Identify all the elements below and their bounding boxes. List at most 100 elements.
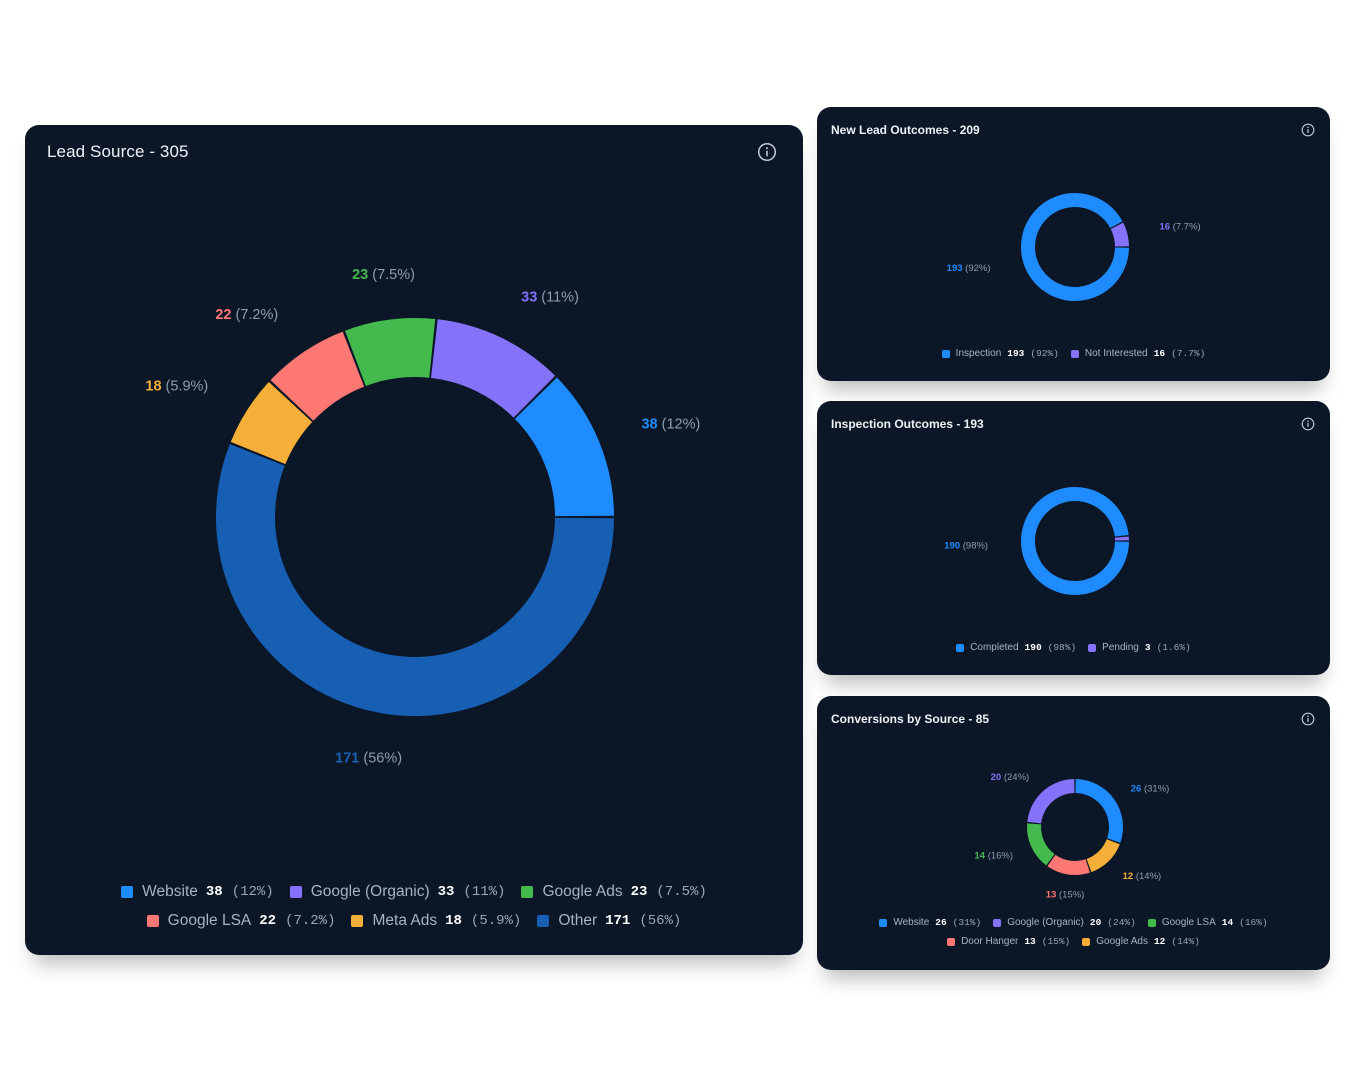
legend-swatch [121,885,134,898]
legend-item-door-hanger[interactable]: Door Hanger 13 (15%) [947,936,1070,947]
legend-value: 16 [1153,348,1166,359]
data-label-not-interested: 16 (7.7%) [1159,222,1200,233]
legend-item-not-interested[interactable]: Not Interested 16 (7.7%) [1070,348,1206,359]
slice-other[interactable] [215,444,614,716]
data-label-inspection: 193 (92%) [947,263,991,274]
info-icon[interactable] [1301,123,1315,137]
legend-percent: (5.9%) [470,912,522,929]
legend-item-inspection[interactable]: Inspection 193 (92%) [941,348,1059,359]
slice-inspection[interactable] [1021,193,1129,302]
legend-percent: (56%) [639,912,682,929]
data-label-completed: 190 (98%) [944,541,988,552]
donut-chart: 26 (31%) 12 (14%) 13 (15%) 14 (16%) 20 (24%) [974,772,1170,901]
legend-value: 20 [1089,917,1102,928]
legend-value: 190 [1024,642,1042,653]
card-title: Lead Source - 305 [47,142,189,161]
legend-percent: (15%) [1041,936,1071,947]
data-label-website: 26 (31%) [1131,783,1170,794]
legend-item-google-organic[interactable]: Google (Organic) 20 (24%) [993,917,1136,928]
data-label-website: 38 (12%) [641,417,700,433]
slice-google-organic[interactable] [430,319,556,418]
legend-percent: (11%) [463,883,506,900]
legend-item-website[interactable]: Website 26 (31%) [879,917,981,928]
data-label-google-ads: 12 (14%) [1123,871,1162,882]
legend-item-google-ads[interactable]: Google Ads 23 (7.5%) [521,883,707,901]
data-label-google-ads: 23 (7.5%) [352,267,415,283]
legend-percent: (12%) [231,883,274,900]
slice-google-ads[interactable] [345,318,436,386]
legend-item-google-lsa[interactable]: Google LSA 14 (16%) [1147,917,1268,928]
info-icon[interactable] [757,142,777,162]
legend-percent: (7.7%) [1171,348,1206,359]
legend-swatch [1147,918,1156,927]
legend-percent: (14%) [1171,936,1200,947]
slice-google-lsa[interactable] [1027,823,1055,866]
legend-label: Not Interested [1084,348,1148,359]
data-label-google-lsa: 22 (7.2%) [215,307,278,323]
legend-label: Google LSA [167,911,252,929]
info-icon[interactable] [1301,417,1315,431]
legend-item-other[interactable]: Other 171 (56%) [537,912,681,930]
legend-item-website[interactable]: Website 38 (12%) [121,883,274,901]
legend-swatch [947,937,956,946]
legend-swatch [521,885,534,898]
slice-website[interactable] [514,377,614,517]
slice-not-interested[interactable] [1110,222,1129,247]
legend-item-google-ads[interactable]: Google Ads 12 (14%) [1082,936,1200,947]
legend-swatch [993,918,1002,927]
legend-row: Website 38 (12%) Google (Organic) 33 (11%) Goo… [25,877,803,906]
legend-swatch [146,914,159,927]
legend-percent: (31%) [952,917,982,928]
info-icon[interactable] [1301,712,1315,726]
legend-row: Completed 190 (98%) Pending 3 (1.6%) [817,638,1330,657]
data-label-other: 171 (56%) [335,751,402,767]
legend-percent: (98%) [1047,642,1077,653]
data-label-google-organic: 20 (24%) [991,772,1030,783]
donut-chart: 193 (92%) 16 (7.7%) [947,193,1201,302]
legend-value: 23 [630,883,648,900]
legend-item-google-lsa[interactable]: Google LSA 22 (7.2%) [146,911,335,930]
slice-website[interactable] [1075,779,1123,843]
legend-value: 13 [1024,936,1036,947]
legend-label: Pending [1102,642,1139,653]
legend-row: Door Hanger 13 (15%) Google Ads 12 (14%) [817,932,1330,951]
new-lead-outcomes-card: New Lead Outcomes - 209 193 (92%) 16 (7.7… [817,107,1330,381]
donut-chart: 190 (98%) [944,487,1129,596]
data-label-google-lsa: 14 (16%) [974,850,1013,861]
legend-value: 18 [445,912,462,929]
legend-row: Google LSA 22 (7.2%) Meta Ads 18 (5.9%) Other 1… [25,906,803,935]
chart-legend: Completed 190 (98%) Pending 3 (1.6%) [817,638,1330,657]
slice-meta-ads[interactable] [230,381,313,465]
legend-value: 171 [605,912,631,929]
card-title: Conversions by Source - 85 [831,712,990,726]
slice-completed[interactable] [1021,487,1129,596]
legend-item-google-organic[interactable]: Google (Organic) 33 (11%) [289,883,506,901]
legend-swatch [941,349,950,358]
legend-label: Completed [970,642,1019,653]
legend-percent: (16%) [1239,917,1268,928]
legend-swatch [1070,349,1079,358]
data-label-meta-ads: 18 (5.9%) [145,379,208,395]
legend-row: Inspection 193 (92%) Not Interested 16 (7.7%) [817,344,1330,363]
legend-label: Google LSA [1161,917,1216,928]
slice-google-organic[interactable] [1027,779,1075,824]
chart-legend: Website 38 (12%) Google (Organic) 33 (11%) Goo… [25,877,803,935]
slice-door-hanger[interactable] [1047,854,1090,875]
data-label-google-organic: 33 (11%) [521,289,579,305]
card-title: Inspection Outcomes - 193 [831,417,984,431]
legend-value: 12 [1153,936,1166,947]
legend-percent: (1.6%) [1156,642,1191,653]
legend-label: Meta Ads [372,911,438,929]
slice-pending[interactable] [1114,536,1129,541]
slice-google-ads[interactable] [1086,839,1120,873]
legend-value: 14 [1221,917,1234,928]
legend-row: Website 26 (31%) Google (Organic) 20 (24%) Goo… [817,913,1330,932]
slice-google-lsa[interactable] [270,331,365,421]
legend-item-pending[interactable]: Pending 3 (1.6%) [1088,642,1191,653]
legend-swatch [956,643,965,652]
legend-item-completed[interactable]: Completed 190 (98%) [956,642,1076,653]
legend-swatch [1082,937,1091,946]
data-label-door-hanger: 13 (15%) [1046,890,1085,901]
legend-value: 22 [259,912,277,929]
legend-item-meta-ads[interactable]: Meta Ads 18 (5.9%) [351,912,521,930]
